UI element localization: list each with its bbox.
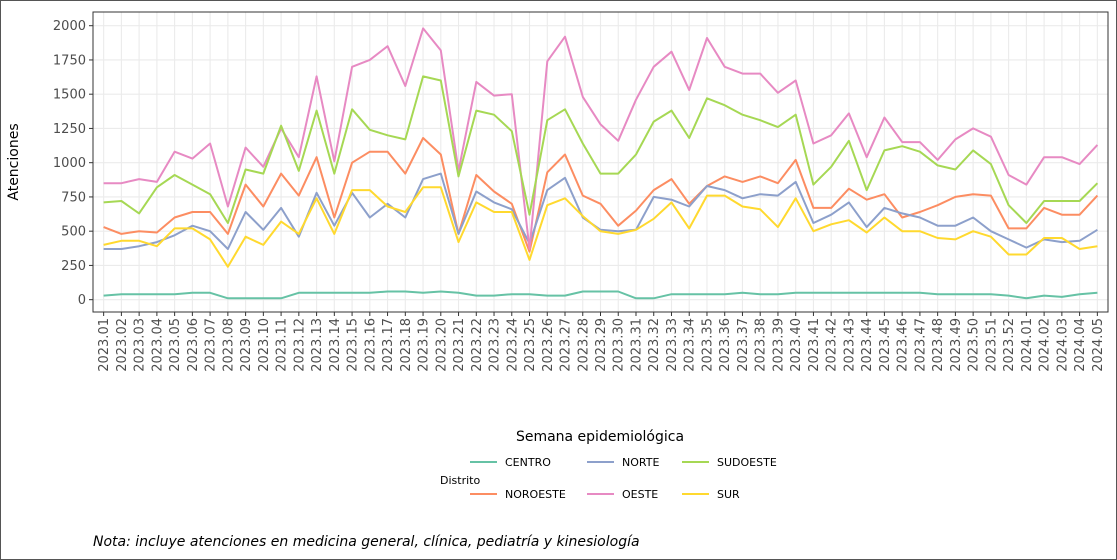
x-tick-label: 2023.33 (665, 318, 680, 372)
y-axis-title: Atenciones (6, 123, 22, 200)
series-line (103, 75, 1099, 224)
x-tick-label: 2023.12 (292, 318, 307, 372)
x-tick-label: 2023.39 (771, 318, 786, 372)
x-tick-label: 2023.06 (186, 318, 201, 372)
x-tick-label: 2023.47 (913, 318, 928, 372)
note: Nota: incluye atenciones en medicina gen… (93, 534, 640, 550)
x-tick-label: 2023.09 (239, 318, 254, 372)
x-tick-label: 2023.50 (967, 318, 982, 372)
x-tick-label: 2023.21 (452, 318, 467, 372)
x-tick-label: 2023.22 (470, 318, 485, 372)
x-tick-label: 2023.48 (931, 318, 946, 372)
x-tick-label: 2023.07 (204, 318, 219, 372)
x-tick-label: 2023.40 (789, 318, 804, 372)
y-tick-label: 1750 (53, 53, 86, 68)
x-tick-label: 2023.25 (523, 318, 538, 372)
x-tick-label: 2023.31 (629, 318, 644, 372)
x-tick-label: 2023.08 (221, 318, 236, 372)
x-tick-label: 2023.42 (825, 318, 840, 372)
legend-title: Distrito (440, 474, 480, 487)
x-tick-label: 2023.10 (257, 318, 272, 372)
x-tick-label: 2023.45 (878, 318, 893, 372)
x-tick-label: 2023.15 (346, 318, 361, 372)
x-tick-label: 2023.24 (505, 318, 520, 372)
x-tick-label: 2023.35 (700, 318, 715, 372)
y-tick-label: 500 (61, 225, 86, 240)
x-tick-label: 2023.44 (860, 318, 875, 372)
series-line (103, 137, 1099, 253)
y-tick-label: 0 (78, 293, 86, 308)
y-tick-label: 1500 (53, 88, 86, 103)
x-tick-label: 2023.37 (736, 318, 751, 372)
x-tick-label: 2023.17 (381, 318, 396, 372)
x-tick-label: 2024.04 (1073, 318, 1088, 372)
series-line (103, 290, 1098, 300)
series-line (103, 186, 1098, 268)
x-tick-label: 2023.36 (718, 318, 733, 372)
x-tick-label: 2023.34 (683, 318, 698, 372)
legend-label: SUR (717, 488, 740, 501)
x-tick-label: 2023.03 (133, 318, 148, 372)
y-tick-label: 2000 (53, 19, 86, 34)
x-tick-label: 2024.03 (1055, 318, 1070, 372)
x-axis-title: Semana epidemiológica (516, 429, 684, 445)
x-tick-label: 2023.30 (612, 318, 627, 372)
x-tick-label: 2023.14 (328, 318, 343, 372)
legend-label: CENTRO (505, 456, 551, 469)
x-tick-label: 2023.23 (488, 318, 503, 372)
x-tick-label: 2023.28 (576, 318, 591, 372)
x-tick-label: 2023.13 (310, 318, 325, 372)
x-tick-label: 2024.02 (1038, 318, 1053, 372)
series-line (103, 27, 1099, 250)
x-tick-label: 2023.51 (984, 318, 999, 372)
plot-border (92, 11, 1109, 313)
x-tick-label: 2023.18 (399, 318, 414, 372)
y-tick-label: 1000 (53, 156, 86, 171)
x-tick-label: 2023.26 (541, 318, 556, 372)
x-tick-label: 2023.19 (417, 318, 432, 372)
x-tick-label: 2023.05 (168, 318, 183, 372)
x-tick-label: 2023.01 (97, 318, 112, 372)
y-tick-label: 1250 (53, 122, 86, 137)
x-tick-label: 2023.04 (150, 318, 165, 372)
legend-label: SUDOESTE (717, 456, 777, 469)
x-tick-label: 2023.52 (1002, 318, 1017, 372)
x-tick-label: 2023.49 (949, 318, 964, 372)
x-tick-label: 2024.05 (1091, 318, 1106, 372)
legend-label: OESTE (622, 488, 658, 501)
x-tick-label: 2023.20 (434, 318, 449, 372)
legend-label: NOROESTE (505, 488, 566, 501)
x-tick-label: 2023.46 (896, 318, 911, 372)
x-tick-label: 2023.27 (559, 318, 574, 372)
x-tick-label: 2023.41 (807, 318, 822, 372)
x-tick-label: 2023.11 (275, 318, 290, 372)
x-tick-label: 2023.16 (363, 318, 378, 372)
x-tick-label: 2024.01 (1020, 318, 1035, 372)
series-line (103, 172, 1098, 250)
x-tick-label: 2023.43 (842, 318, 857, 372)
x-tick-label: 2023.32 (647, 318, 662, 372)
y-tick-label: 250 (61, 259, 86, 274)
x-tick-label: 2023.38 (754, 318, 769, 372)
legend-label: NORTE (622, 456, 659, 469)
x-tick-label: 2023.29 (594, 318, 609, 372)
y-tick-label: 750 (61, 190, 86, 205)
x-tick-label: 2023.02 (115, 318, 130, 372)
